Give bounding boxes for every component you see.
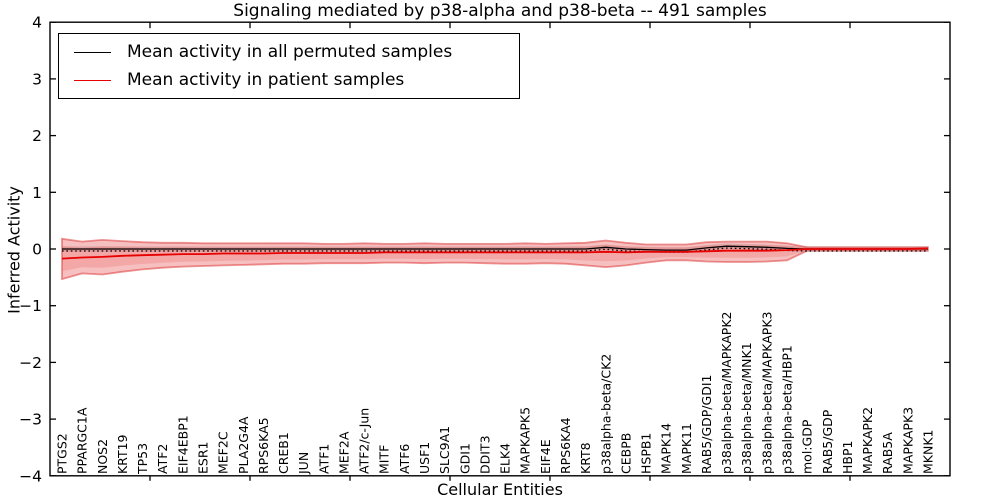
x-tick-label: MAPKAPK3 — [900, 407, 915, 474]
chart-title: Signaling mediated by p38-alpha and p38-… — [233, 1, 767, 21]
x-tick-label: JUN — [296, 452, 311, 475]
x-tick-label: MAPK14 — [659, 423, 674, 474]
x-tick-label: MAPK11 — [679, 423, 694, 474]
x-tick-label: ELK4 — [498, 443, 513, 474]
x-tick-label: PLA2G4A — [236, 416, 251, 474]
y-tick-label: −2 — [19, 354, 42, 372]
legend-label-permuted: Mean activity in all permuted samples — [127, 41, 453, 62]
x-tick-label: MEF2A — [336, 431, 351, 474]
y-tick-label: −3 — [19, 411, 42, 429]
x-tick-label: HSPB1 — [639, 433, 654, 474]
x-tick-label: RPS6KA4 — [558, 417, 573, 474]
y-tick-label: −4 — [19, 467, 42, 485]
x-tick-label: CREB1 — [276, 432, 291, 474]
permuted-line-swatch — [74, 51, 111, 53]
x-tick-label: CEBPB — [618, 433, 633, 474]
x-tick-label: SLC9A1 — [437, 426, 452, 474]
x-tick-label: PTGS2 — [55, 433, 70, 474]
y-tick-label: 1 — [32, 184, 42, 202]
y-tick-label: 2 — [32, 127, 42, 145]
patient-mean-line — [61, 247, 929, 260]
x-tick-label: RAB5/GDP — [820, 409, 835, 474]
x-tick-label: HBP1 — [840, 441, 855, 474]
y-tick-label: 0 — [32, 241, 42, 259]
y-tick-label: −1 — [19, 297, 42, 315]
x-tick-label: ATF1 — [316, 444, 331, 474]
legend-item-permuted: Mean activity in all permuted samples — [74, 41, 519, 62]
x-tick-label: TP53 — [135, 443, 150, 475]
x-tick-label: p38alpha-beta/HBP1 — [780, 345, 795, 474]
x-tick-label: mol:GDP — [800, 419, 815, 474]
legend-item-patient: Mean activity in patient samples — [74, 69, 519, 90]
x-tick-label: p38alpha-beta/CK2 — [598, 354, 613, 474]
x-tick-label: ESR1 — [195, 442, 210, 474]
x-tick-label: ATF2 — [155, 444, 170, 474]
x-tick-label: RPS6KA5 — [256, 417, 271, 474]
legend-label-patient: Mean activity in patient samples — [127, 69, 405, 90]
y-tick-label: 4 — [32, 14, 42, 32]
permuted-mean-line — [62, 245, 928, 251]
legend: Mean activity in all permuted samples Me… — [58, 33, 520, 99]
x-tick-label: DDIT3 — [477, 435, 492, 474]
x-axis-label: Cellular Entities — [437, 480, 563, 499]
x-tick-label: RAB5A — [880, 432, 895, 474]
x-tick-label: NOS2 — [95, 439, 110, 474]
x-tick-label: KRT8 — [578, 442, 593, 474]
y-tick-label: 3 — [32, 70, 42, 88]
x-tick-label: RAB5/GDP/GDI1 — [699, 375, 714, 474]
x-tick-label: KRT19 — [115, 434, 130, 474]
x-tick-label: MKNK1 — [921, 430, 936, 474]
x-tick-label: ATF2/c-Jun — [357, 408, 372, 474]
x-tick-label: MAPKAPK5 — [518, 407, 533, 474]
x-tick-label: p38alpha-beta/MAPKAPK3 — [759, 312, 774, 475]
x-tick-label: USF1 — [417, 442, 432, 474]
x-tick-label: MAPKAPK2 — [860, 407, 875, 474]
x-tick-label: EIF4EBP1 — [175, 415, 190, 474]
patient-line-swatch — [74, 79, 111, 81]
x-tick-label: EIF4E — [538, 439, 553, 474]
y-axis-label: Inferred Activity — [4, 186, 24, 314]
x-tick-label: ATF6 — [397, 444, 412, 474]
x-tick-label: p38alpha-beta/MNK1 — [739, 342, 754, 474]
x-tick-label: PPARGC1A — [75, 407, 90, 474]
x-tick-label: GDI1 — [457, 443, 472, 474]
x-tick-label: p38alpha-beta/MAPKAPK2 — [719, 312, 734, 475]
x-tick-label: MITF — [377, 445, 392, 474]
x-tick-label: MEF2C — [216, 431, 231, 474]
